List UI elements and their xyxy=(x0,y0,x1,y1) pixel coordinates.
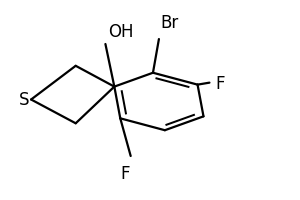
Text: F: F xyxy=(120,164,130,182)
Text: F: F xyxy=(215,74,225,92)
Text: OH: OH xyxy=(108,23,134,41)
Text: Br: Br xyxy=(160,14,179,32)
Text: S: S xyxy=(18,91,29,109)
